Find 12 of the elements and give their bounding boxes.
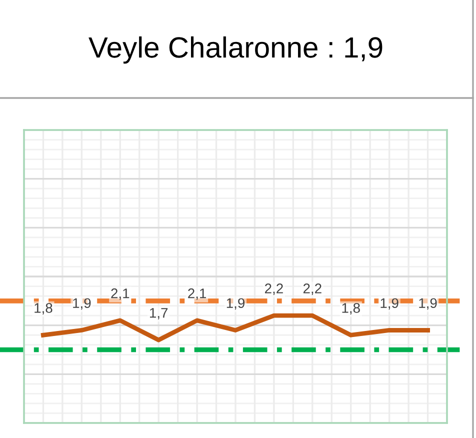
data-label: 2,2 xyxy=(265,284,283,296)
data-label: 2,2 xyxy=(303,284,322,296)
data-label: 2,1 xyxy=(111,288,130,300)
data-label: 1,9 xyxy=(419,298,437,310)
data-label: 1,9 xyxy=(226,298,244,310)
data-label: 2,1 xyxy=(188,288,206,300)
data-label: 1,8 xyxy=(342,303,360,315)
data-label: 1,8 xyxy=(34,303,52,315)
chart-title: Veyle Chalaronne : 1,9 xyxy=(88,36,382,64)
data-label: 1,9 xyxy=(73,298,91,310)
data-label: 1,7 xyxy=(150,308,168,320)
data-label: 1,9 xyxy=(380,298,398,310)
